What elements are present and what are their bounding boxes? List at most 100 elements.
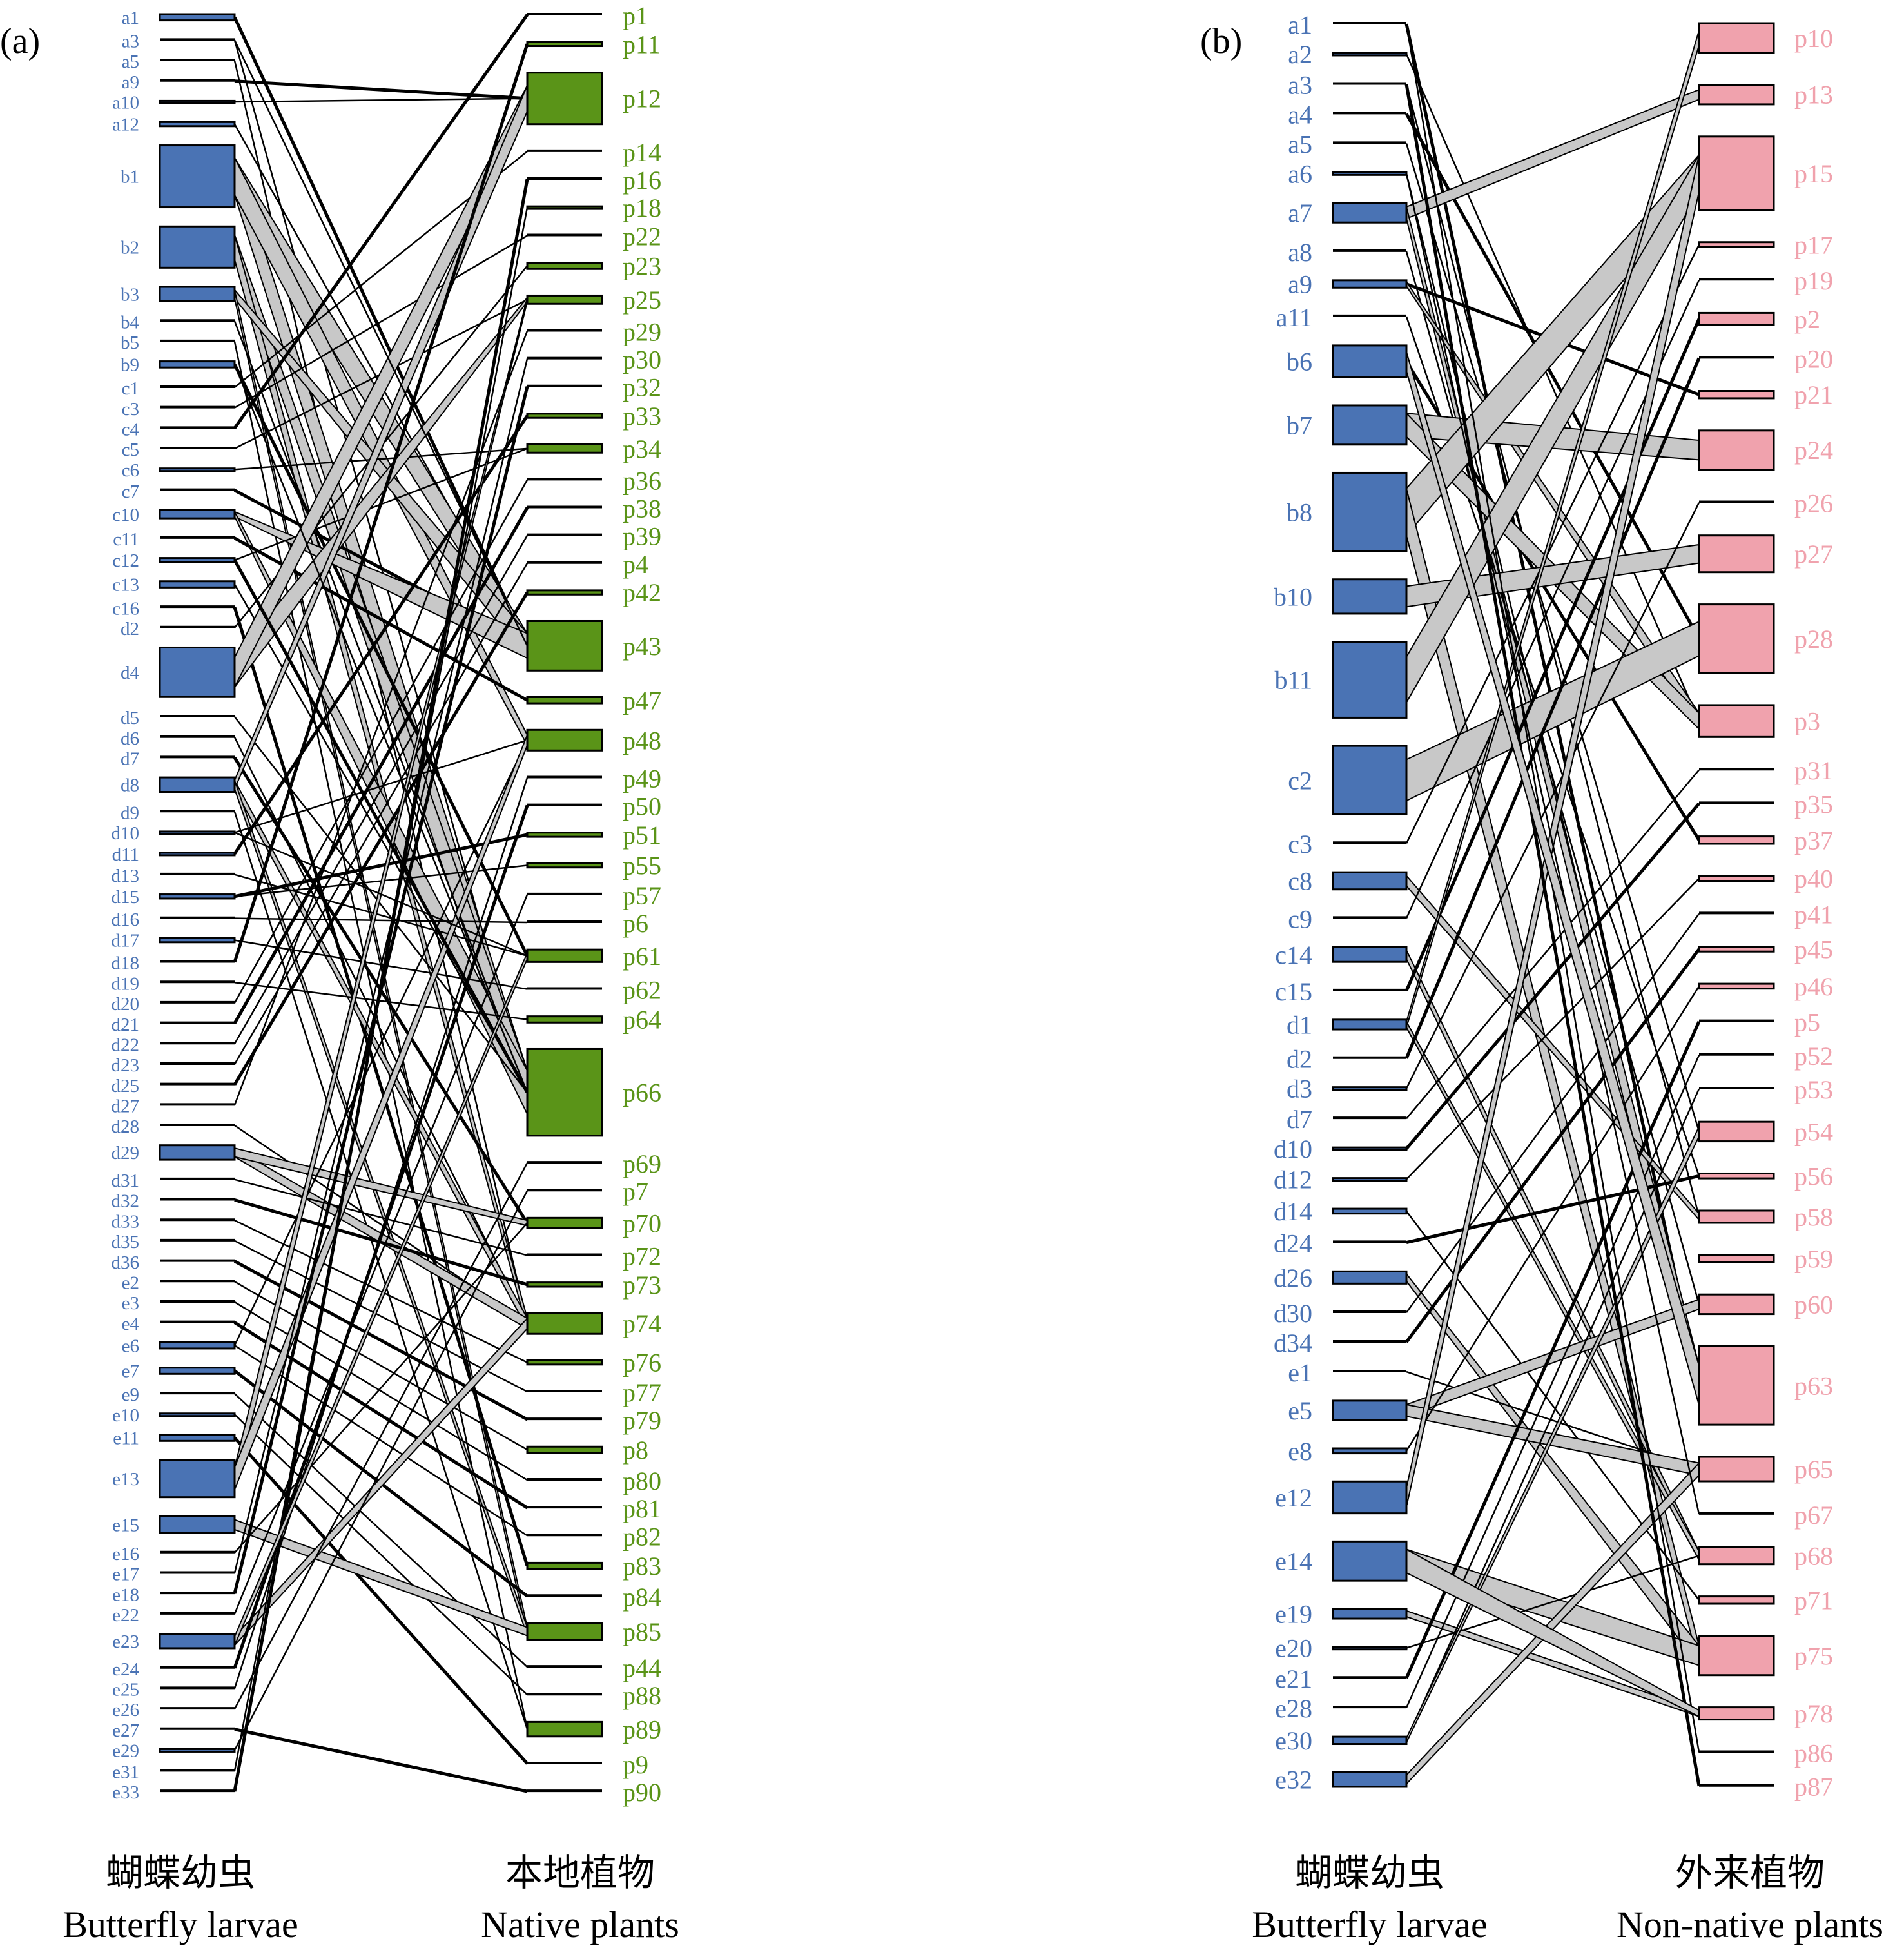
plant-node-p42 [526,589,603,596]
larva-node-d10 [159,830,236,835]
larva-label-a8: a8 [1288,238,1312,267]
plant-node-p66 [526,1047,603,1137]
interaction-link [1405,244,1700,844]
larva-node-e15 [159,1515,236,1534]
larva-label-d34: d34 [1274,1329,1312,1358]
larva-label-e25: e25 [112,1680,139,1700]
larva-label-e16: e16 [112,1544,139,1564]
interaction-link [1405,84,1700,1217]
larva-label-b4: b4 [121,312,140,333]
plant-node-p73 [526,1281,603,1288]
larva-label-a5: a5 [122,52,139,72]
larva-label-e3: e3 [122,1293,139,1314]
larva-label-d7: d7 [1287,1105,1312,1134]
larva-label-a4: a4 [1288,100,1312,129]
plant-label-p22: p22 [623,222,661,251]
plant-node-p85 [526,1622,603,1641]
plant-label-p55: p55 [623,852,661,881]
larva-node-c12 [159,557,236,563]
larva-node-b2 [159,225,236,269]
larva-label-c11: c11 [113,529,139,550]
larva-node-e12 [1332,1480,1408,1515]
plant-label-p61: p61 [623,942,661,971]
larva-label-c3: c3 [122,399,139,420]
plant-label-p65: p65 [1794,1455,1833,1484]
interaction-link [233,559,529,1093]
larva-label-d21: d21 [112,1015,140,1035]
larva-node-c6 [159,467,236,472]
larva-label-d19: d19 [112,973,140,994]
interaction-link [233,43,529,963]
interaction-link [1404,318,1701,992]
larva-node-e30 [1332,1735,1408,1746]
larva-label-e21: e21 [1275,1664,1312,1693]
interaction-link [233,1190,529,1751]
panel-a-right-caption-en: Native plants [481,1904,679,1945]
larva-label-d17: d17 [112,931,140,951]
plant-label-p13: p13 [1794,81,1833,110]
plant-node-p21 [1698,390,1775,400]
plant-node-p3 [1698,704,1775,738]
interaction-band [1406,1298,1700,1417]
interaction-link [234,1345,528,1537]
plant-label-p26: p26 [1794,489,1833,518]
larva-label-e4: e4 [122,1314,140,1334]
larva-node-d12 [1332,1177,1408,1182]
larva-label-e11: e11 [113,1428,139,1449]
plant-label-p66: p66 [623,1078,661,1107]
interaction-link [233,14,529,429]
plant-node-p71 [1698,1595,1775,1605]
larva-label-e17: e17 [112,1564,139,1585]
larva-node-e23 [159,1633,236,1650]
plant-label-p83: p83 [623,1552,661,1581]
plant-label-p15: p15 [1794,159,1833,188]
larva-node-e32 [1332,1771,1408,1788]
larva-label-e15: e15 [112,1515,139,1535]
plant-label-p56: p56 [1794,1162,1833,1191]
plant-node-p15 [1698,135,1775,211]
plant-node-p47 [526,696,603,705]
larva-label-d7: d7 [121,749,139,770]
larva-node-e5 [1332,1399,1408,1421]
plant-label-p49: p49 [623,764,661,793]
plant-node-p13 [1698,84,1775,106]
interaction-link [233,320,529,1093]
larva-label-c12: c12 [112,550,139,571]
larva-node-b11 [1332,641,1408,719]
panel-b-tag: (b) [1200,21,1242,61]
larva-node-c13 [159,580,236,589]
larva-node-e20 [1332,1646,1408,1651]
plant-node-p64 [526,1015,603,1024]
larva-label-c14: c14 [1275,940,1312,969]
larva-node-a12 [159,121,236,128]
plant-label-p57: p57 [623,881,661,910]
interaction-link [233,39,529,647]
larva-label-e6: e6 [122,1336,139,1356]
interaction-link [1405,1055,1700,1708]
plant-label-p31: p31 [1794,756,1833,785]
larva-label-d5: d5 [121,708,139,728]
larva-label-d27: d27 [112,1096,140,1116]
plant-node-p56 [1698,1172,1775,1180]
plant-node-p8 [526,1445,603,1454]
plant-label-p28: p28 [1794,625,1833,654]
larva-label-c13: c13 [112,575,139,596]
larva-label-e7: e7 [122,1361,139,1382]
interaction-link [233,414,529,855]
plant-node-p60 [1698,1293,1775,1316]
larva-node-d3 [1332,1086,1408,1091]
plant-label-p38: p38 [623,494,661,523]
larva-label-c5: c5 [122,440,139,460]
plant-label-p51: p51 [623,821,661,850]
larva-node-b10 [1332,578,1408,615]
interaction-link [234,739,528,833]
larva-label-b3: b3 [121,284,139,305]
larva-label-e33: e33 [112,1782,139,1803]
larva-label-b5: b5 [121,333,139,353]
larva-label-c1: c1 [122,378,139,399]
plant-node-p25 [526,294,603,305]
larva-node-c2 [1332,745,1408,816]
larva-label-e9: e9 [122,1385,139,1405]
interaction-link [1405,54,1700,722]
plant-label-p80: p80 [623,1466,661,1495]
